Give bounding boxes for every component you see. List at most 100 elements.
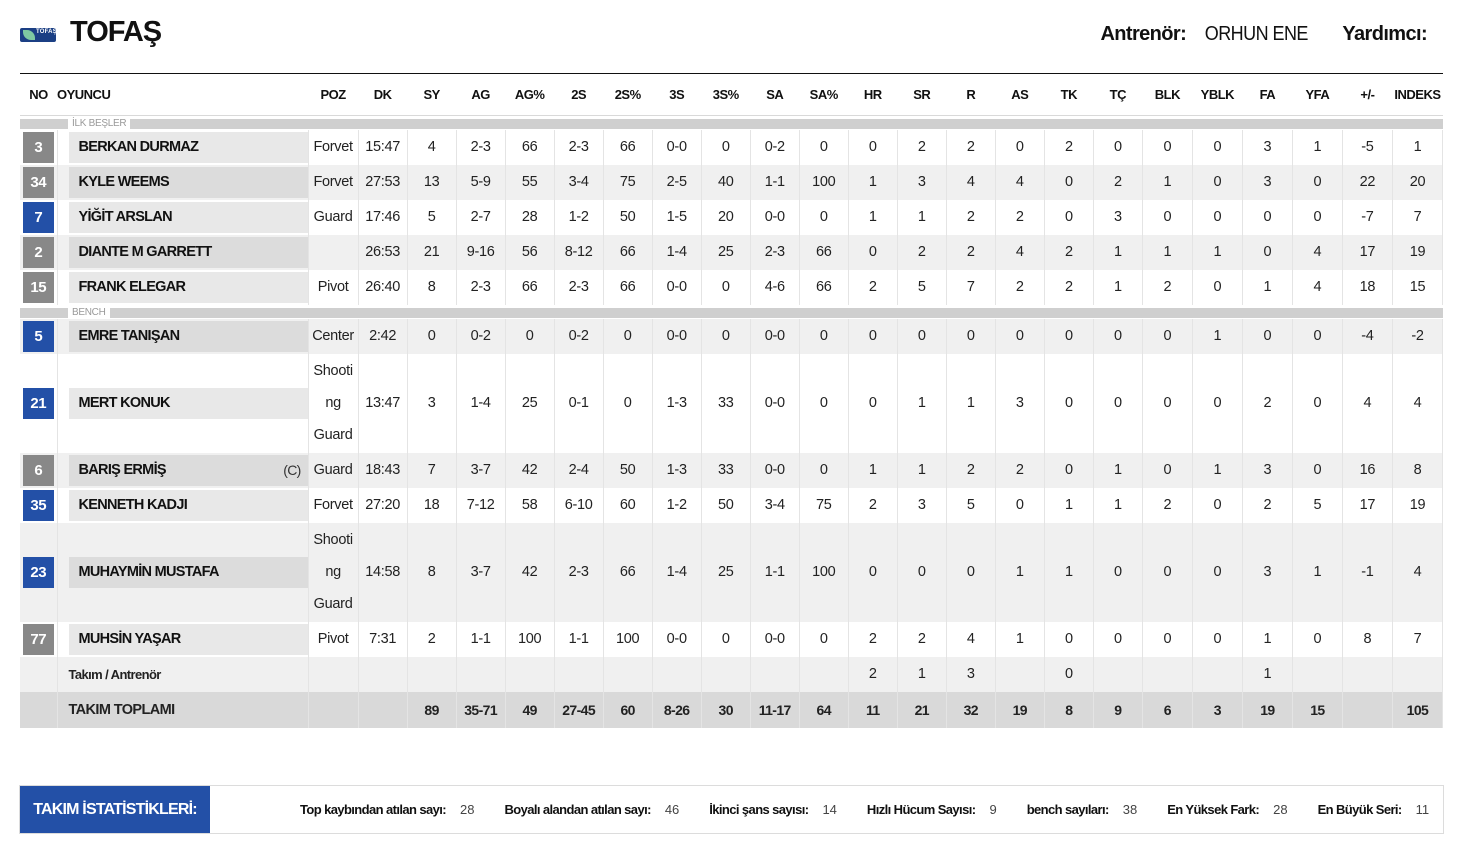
stat-blk: 0 [1142,318,1193,354]
column-header[interactable]: HR [848,73,898,116]
column-header[interactable]: POZ [308,73,359,116]
stat-idx: 4 [1392,353,1444,453]
stat-sy: 5 [407,199,457,235]
column-header[interactable]: AG% [505,73,555,116]
stat-r: 0 [946,318,996,354]
stat-fa: 2 [1242,487,1293,523]
player-row[interactable]: 34 KYLE WEEMS Forvet 27:53 13 5-9 55 3-4 75 2-5 40… [20,164,1444,200]
column-header[interactable]: 2S% [603,73,653,116]
player-row[interactable]: 3 BERKAN DURMAZ Forvet 15:47 4 2-3 66 2-3 66 0-0 0… [20,129,1444,165]
stat-r: 2 [946,199,996,235]
jersey-number-badge: 35 [22,489,54,521]
player-row[interactable]: 6 BARIŞ ERMİŞ (C) Guard 18:43 7 3-7 42 2-4 50 1-3 3… [20,452,1444,488]
stat-s2: 1-2 [554,199,604,235]
team-stat-item: Hızlı Hücum Sayısı: 9 [867,786,997,833]
stat-as: 2 [995,452,1045,488]
player-name-link[interactable]: YİĞİT ARSLAN [68,201,308,233]
column-header[interactable]: SR [897,73,947,116]
player-row[interactable]: 7 YİĞİT ARSLAN Guard 17:46 5 2-7 28 1-2 50 1-5 20 0… [20,199,1444,235]
player-row[interactable]: 23 MUHAYMİN MUSTAFA Shooti ng Guard 14:58 8 3-7… [20,522,1444,622]
column-header[interactable]: AG [456,73,506,116]
column-header[interactable]: AS [995,73,1045,116]
column-header[interactable]: TÇ [1093,73,1143,116]
stat-s2p: 0 [603,318,653,354]
jersey-number-badge: 3 [22,131,54,163]
stat-agp: 28 [505,199,555,235]
stat-idx: 8 [1392,452,1444,488]
stat-tc [1093,656,1143,692]
team-stat-label: Hızlı Hücum Sayısı: [866,802,976,817]
column-header[interactable]: DK [358,73,408,116]
stat-s2: 6-10 [554,487,604,523]
stat-hr: 1 [848,164,898,200]
player-name-link[interactable]: MUHAYMİN MUSTAFA [68,556,308,588]
column-header[interactable]: INDEKS [1392,73,1443,116]
player-name-link[interactable]: KYLE WEEMS [68,166,308,198]
total-s2p: 60 [603,691,653,728]
stat-ag: 3-7 [456,522,506,622]
player-name: DIANTE M GARRETT [78,243,213,260]
column-header[interactable]: SY [407,73,457,116]
column-header[interactable]: NO [20,73,57,116]
stat-s3p [701,656,751,692]
column-header[interactable]: OYUNCU [57,73,309,116]
jersey-number-cell: 21 [20,353,58,453]
jersey-number-cell: 77 [20,621,58,657]
column-header[interactable]: YFA [1292,73,1343,116]
column-header[interactable]: 3S [652,73,702,116]
player-row[interactable]: 35 KENNETH KADJI Forvet 27:20 18 7-12 58 6-10 60… [20,487,1444,523]
player-row[interactable]: 77 MUHSİN YAŞAR Pivot 7:31 2 1-1 100 1-1 100 0-0 0… [20,621,1444,657]
stat-sr: 3 [897,164,947,200]
player-name-link[interactable]: FRANK ELEGAR [68,271,308,303]
total-s3p: 30 [701,691,751,728]
jersey-number-badge: 7 [22,201,54,233]
stat-agp: 100 [505,621,555,657]
stat-dk: 15:47 [358,129,408,165]
column-header[interactable]: R [946,73,996,116]
stat-tk: 0 [1044,353,1094,453]
player-row[interactable]: 2 DIANTE M GARRETT 26:53 21 9-16 56 8-12 66 1-4 2… [20,234,1444,270]
player-name-cell: MUHAYMİN MUSTAFA [57,522,309,622]
team-stat-label: En Büyük Seri: [1317,802,1403,817]
total-sr: 21 [897,691,947,728]
team-name: TOFAŞ [70,16,162,48]
team-stat-item: bench sayıları: 38 [1027,786,1138,833]
column-header[interactable]: YBLK [1192,73,1243,116]
player-row[interactable]: 5 EMRE TANIŞAN Center 2:42 0 0-2 0 0-2 0 0-0 0 0-0 0… [20,318,1444,354]
column-header[interactable]: 2S [554,73,604,116]
position-cell: Guard [308,199,359,235]
player-row[interactable]: 15 FRANK ELEGAR Pivot 26:40 8 2-3 66 2-3 66 0-0 0 4… [20,269,1444,305]
stat-yfa: 1 [1292,522,1343,622]
jersey-number-badge: 21 [22,387,54,419]
column-header[interactable]: TK [1044,73,1094,116]
player-name-cell: FRANK ELEGAR [57,269,309,305]
stat-hr: 2 [848,656,898,692]
stat-blk: 0 [1142,129,1193,165]
column-header[interactable]: FA [1242,73,1293,116]
column-header[interactable]: 3S% [701,73,751,116]
column-header[interactable]: SA [750,73,800,116]
stat-tk: 2 [1044,234,1094,270]
stat-s2p: 66 [603,234,653,270]
player-name-cell: BARIŞ ERMİŞ (C) [57,452,309,488]
stat-r: 3 [946,656,996,692]
column-header[interactable]: BLK [1142,73,1193,116]
stat-as: 4 [995,234,1045,270]
stat-hr: 2 [848,269,898,305]
player-row[interactable]: 21 MERT KONUK Shooti ng Guard 13:47 3 1-4 25 0-1 0… [20,353,1444,453]
player-name-link[interactable]: MUHSİN YAŞAR [68,623,308,655]
column-header[interactable]: SA% [799,73,849,116]
player-name-cell: MERT KONUK [57,353,309,453]
stat-sy: 7 [407,452,457,488]
player-name-link[interactable]: BARIŞ ERMİŞ (C) [68,454,308,486]
bench-section: BENCH [20,304,1443,321]
stat-r: 4 [946,164,996,200]
stat-as: 4 [995,164,1045,200]
player-name-link[interactable]: KENNETH KADJI [68,489,308,521]
column-header[interactable]: +/- [1342,73,1393,116]
player-name-link[interactable]: DIANTE M GARRETT [68,236,308,268]
player-name-link[interactable]: EMRE TANIŞAN [68,320,308,352]
player-name-link[interactable]: MERT KONUK [68,387,308,419]
stat-tk: 0 [1044,656,1094,692]
player-name-link[interactable]: BERKAN DURMAZ [68,131,308,163]
